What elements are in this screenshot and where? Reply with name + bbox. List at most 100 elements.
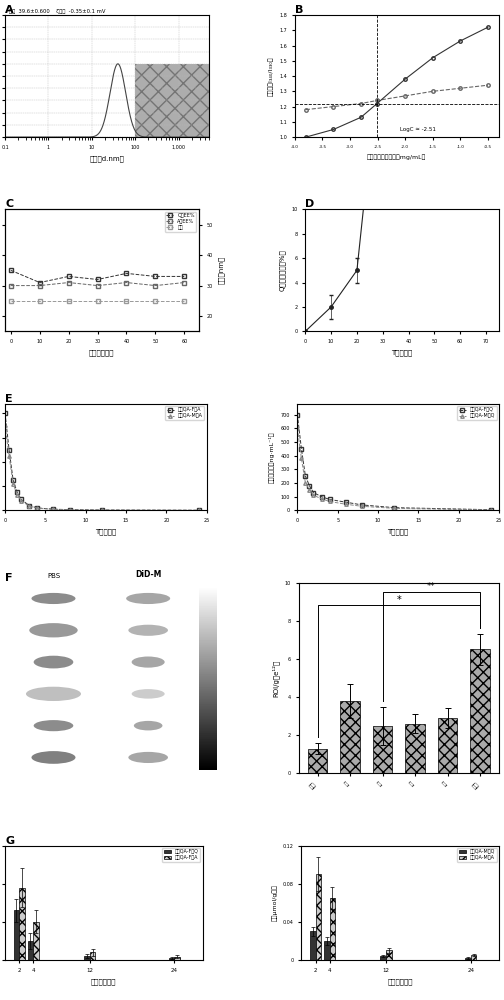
Ellipse shape	[29, 623, 78, 637]
Y-axis label: ROI/g（e¹²）: ROI/g（e¹²）	[272, 659, 279, 697]
来自QA-M的A	[2, 419, 8, 431]
Q的EE%	[152, 270, 158, 282]
来自QA-M的Q	[359, 500, 365, 512]
Text: 尺寸  39.6±0.600    ζ电位  -0.35±0.1 mV: 尺寸 39.6±0.600 ζ电位 -0.35±0.1 mV	[9, 9, 106, 14]
来自QA-M的Q	[327, 495, 333, 507]
Ellipse shape	[129, 625, 168, 636]
Bar	[84, 956, 90, 960]
Ellipse shape	[129, 752, 168, 763]
来自QA-M的Q	[488, 504, 494, 516]
尺寸	[95, 295, 101, 307]
Bar	[308, 749, 328, 773]
Y-axis label: 强度比（I₃₄₀/I₃₃₀）: 强度比（I₃₄₀/I₃₃₀）	[268, 56, 274, 96]
来自QA-F的A	[34, 502, 40, 514]
Bar	[174, 957, 180, 960]
Bar	[373, 726, 393, 773]
Bar	[438, 718, 457, 773]
来自QA-M的Q	[319, 493, 325, 505]
来自QA-M的A	[50, 503, 56, 515]
尺寸	[181, 295, 187, 307]
Ellipse shape	[126, 593, 170, 604]
X-axis label: 时间（小时）: 时间（小时）	[388, 978, 413, 985]
Legend: 来自QA-F的A, 来自QA-M的A: 来自QA-F的A, 来自QA-M的A	[165, 406, 204, 420]
来自QA-F的A	[67, 504, 73, 516]
Q的EE%	[95, 273, 101, 285]
来自QA-M的A	[14, 489, 20, 501]
Line: 来自QA-M的Q: 来自QA-M的Q	[296, 426, 492, 512]
X-axis label: 时间（小时）: 时间（小时）	[91, 978, 116, 985]
Y-axis label: 浓度μmol/g肿瘰: 浓度μmol/g肿瘰	[272, 884, 277, 921]
来自QA-F的Q	[359, 499, 365, 511]
Line: 来自QA-M的A: 来自QA-M的A	[4, 424, 200, 512]
Bar	[310, 931, 316, 960]
来自QA-F的A	[2, 407, 8, 419]
Ellipse shape	[34, 720, 73, 731]
来自QA-M的Q	[294, 422, 300, 434]
Text: D: D	[305, 199, 314, 209]
来自QA-M的Q	[343, 498, 349, 510]
来自QA-F的Q	[306, 480, 312, 492]
来自QA-F的Q	[488, 504, 494, 516]
X-axis label: 稀释（倍数）: 稀释（倍数）	[89, 350, 114, 356]
Q的EE%	[37, 277, 43, 289]
Text: PBS: PBS	[47, 573, 60, 579]
来自QA-M的A	[6, 450, 12, 462]
来自QA-M的A	[196, 504, 202, 516]
Text: G: G	[5, 836, 14, 846]
Bar	[471, 955, 476, 960]
Bar	[316, 874, 321, 960]
A的EE%	[37, 280, 43, 292]
X-axis label: 尺寸（d.nm）: 尺寸（d.nm）	[90, 155, 124, 162]
Line: 来自QA-F的A: 来自QA-F的A	[4, 412, 200, 512]
Ellipse shape	[132, 689, 165, 699]
Text: B: B	[295, 5, 303, 15]
X-axis label: T（小时）: T（小时）	[392, 350, 413, 356]
来自QA-F的A	[6, 444, 12, 456]
Bar	[90, 952, 95, 960]
Bar	[33, 922, 39, 960]
A的EE%	[181, 277, 187, 289]
Y-axis label: 尺寸（nm）: 尺寸（nm）	[218, 256, 225, 284]
来自QA-F的Q	[302, 470, 308, 482]
Bar	[169, 958, 174, 960]
A的EE%	[8, 280, 14, 292]
Bar	[470, 649, 490, 773]
来自QA-F的Q	[327, 493, 333, 505]
来自QA-M的A	[10, 478, 16, 490]
Line: Q的EE%: Q的EE%	[9, 269, 186, 284]
尺寸	[123, 295, 130, 307]
来自QA-F的A	[196, 504, 202, 516]
Bar	[340, 701, 360, 773]
来自QA-F的A	[14, 486, 20, 498]
Y-axis label: 血液中浓度（ng·mL⁻¹）: 血液中浓度（ng·mL⁻¹）	[269, 431, 275, 483]
Text: C: C	[5, 199, 13, 209]
来自QA-F的Q	[391, 502, 397, 514]
Bar	[330, 898, 335, 960]
Bar	[19, 888, 25, 960]
来自QA-M的Q	[298, 452, 304, 464]
尺寸	[37, 295, 43, 307]
A的EE%	[123, 277, 130, 289]
来自QA-F的Q	[310, 487, 317, 499]
Text: A: A	[5, 5, 14, 15]
Line: A的EE%: A的EE%	[9, 281, 186, 287]
A的EE%	[66, 277, 72, 289]
Q的EE%	[66, 270, 72, 282]
Text: E: E	[5, 394, 13, 404]
Q的EE%	[8, 264, 14, 276]
Bar	[381, 956, 386, 960]
Legend: 来自QA-M的Q, 来自QA-M的A: 来自QA-M的Q, 来自QA-M的A	[457, 848, 496, 862]
Ellipse shape	[26, 687, 81, 701]
尺寸	[152, 295, 158, 307]
来自QA-M的Q	[310, 489, 317, 501]
Text: F: F	[5, 573, 13, 583]
来自QA-M的Q	[391, 502, 397, 514]
Ellipse shape	[31, 751, 76, 764]
来自QA-F的A	[10, 474, 16, 486]
来自QA-F的A	[99, 504, 105, 516]
来自QA-M的Q	[306, 484, 312, 496]
来自QA-M的A	[99, 504, 105, 516]
来自QA-M的Q	[302, 477, 308, 489]
Bar	[28, 941, 33, 960]
来自QA-F的Q	[319, 491, 325, 503]
